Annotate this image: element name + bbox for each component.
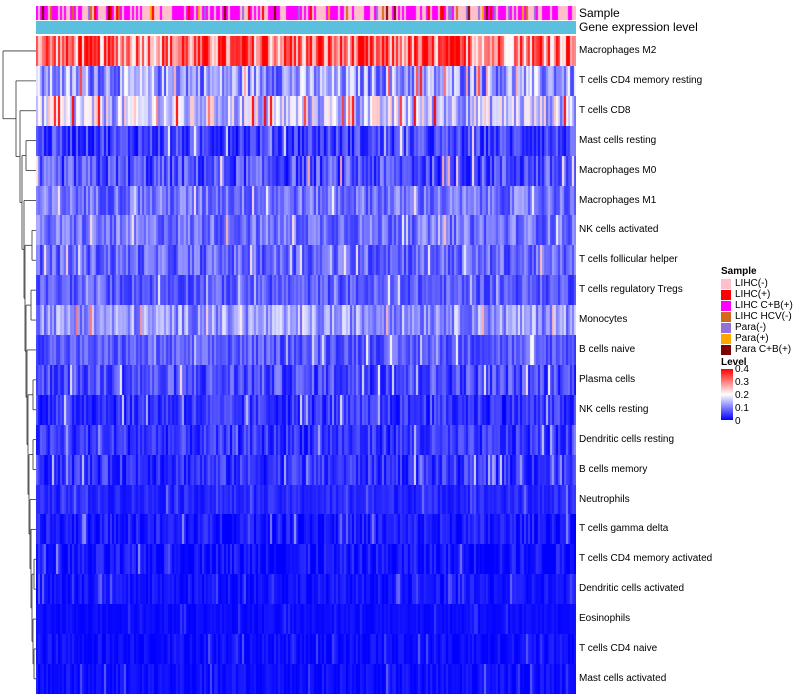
legend-label: LIHC(+) [735, 289, 771, 300]
heatmap-row [36, 604, 576, 635]
level-legend: Level 0.4 0.3 0.2 0.1 0 [721, 357, 799, 427]
row-label: Mast cells activated [579, 672, 667, 684]
legend-swatch [721, 301, 731, 311]
heatmap-row [36, 544, 576, 575]
legend-label: LIHC C+B(+) [735, 300, 793, 311]
heatmap-row [36, 574, 576, 605]
heatmap-row [36, 305, 576, 336]
row-label: T cells follicular helper [579, 254, 678, 266]
heatmap-row [36, 663, 576, 694]
row-label: Dendritic cells resting [579, 433, 675, 445]
legend-label: Para C+B(+) [735, 344, 792, 355]
legend-label: Para(-) [735, 322, 767, 333]
row-label: T cells CD4 memory resting [579, 74, 703, 86]
legend-label: LIHC(-) [735, 278, 768, 289]
row-label: Plasma cells [579, 373, 636, 385]
sample-legend-items: LIHC(-) LIHC(+) LIHC C+B(+) LIHC HCV(-) Para… [721, 278, 799, 355]
heatmap-row [36, 634, 576, 664]
row-label: Macrophages M2 [579, 45, 657, 56]
heatmap-row [36, 95, 576, 126]
level-tick-label: 0.1 [735, 403, 749, 414]
sample-annotation-bar [36, 6, 576, 20]
heatmap-row [36, 484, 576, 515]
level-tick-label: 0.4 [735, 364, 749, 375]
legend-swatch [721, 279, 731, 289]
heatmap-row [36, 394, 576, 425]
row-label: NK cells activated [579, 224, 659, 236]
sample-legend-item: Para C+B(+) [721, 344, 799, 355]
legend-label: LIHC HCV(-) [735, 311, 792, 322]
row-label: B cells naive [579, 344, 636, 355]
sample-legend-item: LIHC(-) [721, 278, 799, 289]
sample-annotation-label: Sample [579, 6, 620, 20]
row-label: T cells CD4 memory activated [579, 553, 713, 565]
heatmap-row [36, 36, 576, 66]
heatmap-row [36, 514, 576, 545]
heatmap-row [36, 245, 576, 276]
heatmap-row [36, 215, 576, 246]
heatmap-row [36, 155, 576, 186]
row-dendrogram [2, 50, 36, 680]
row-label: NK cells resting [579, 403, 649, 415]
level-tick-label: 0 [735, 416, 741, 427]
heatmap-row [36, 364, 576, 395]
row-label: T cells CD8 [579, 104, 631, 116]
legend: Sample LIHC(-) LIHC(+) LIHC C+B(+) LIHC HCV… [721, 266, 799, 427]
heatmap-row [36, 125, 576, 156]
heatmap-row [36, 335, 576, 365]
legend-swatch [721, 345, 731, 355]
row-label: Mast cells resting [579, 134, 657, 146]
heatmap-row [36, 424, 576, 455]
level-tick-label: 0.3 [735, 377, 749, 388]
gene-expression-annotation-bar [36, 21, 576, 34]
gene-expression-annotation-label: Gene expression level [579, 20, 698, 34]
sample-legend-title: Sample [721, 266, 757, 277]
sample-legend-item: LIHC(+) [721, 289, 799, 300]
heatmap-row [36, 65, 576, 96]
legend-swatch [721, 334, 731, 344]
legend-swatch [721, 323, 731, 333]
sample-legend-item: LIHC HCV(-) [721, 311, 799, 322]
sample-legend-item: LIHC C+B(+) [721, 300, 799, 311]
row-label: B cells memory [579, 463, 648, 475]
level-legend-title: Level [721, 357, 747, 368]
row-label: T cells gamma delta [579, 523, 669, 535]
row-label: Dendritic cells activated [579, 583, 685, 595]
row-label: Eosinophils [579, 613, 631, 625]
row-label: Neutrophils [579, 493, 630, 505]
row-label: T cells CD4 naive [579, 643, 658, 654]
row-label: Macrophages M1 [579, 194, 657, 206]
row-label: Monocytes [579, 314, 628, 326]
sample-legend-item: Para(-) [721, 322, 799, 333]
level-color-bar [721, 369, 733, 420]
row-label: T cells regulatory Tregs [579, 284, 683, 296]
row-label: Macrophages M0 [579, 164, 657, 176]
sample-legend-item: Para(+) [721, 333, 799, 344]
heatmap-row [36, 185, 576, 216]
heatmap-row [36, 275, 576, 306]
heatmap-row [36, 454, 576, 485]
legend-swatch [721, 312, 731, 322]
heatmap-body [36, 36, 576, 694]
legend-label: Para(+) [735, 333, 769, 344]
level-tick-label: 0.2 [735, 390, 749, 401]
legend-swatch [721, 290, 731, 300]
